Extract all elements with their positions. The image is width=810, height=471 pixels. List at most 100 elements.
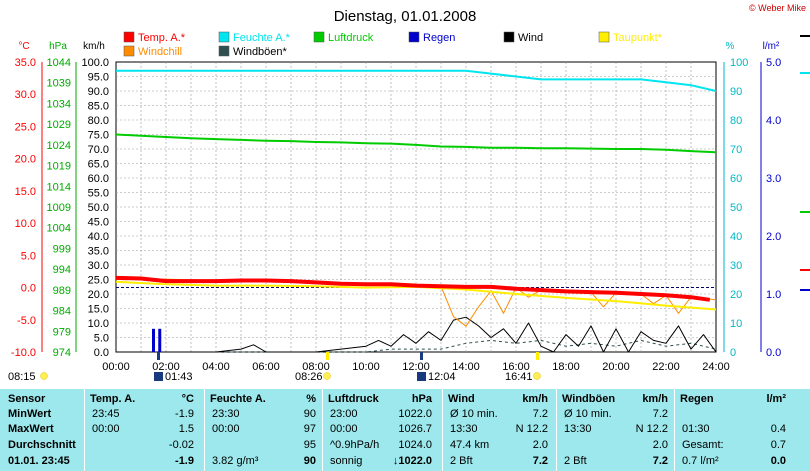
- x-tick-label: 04:00: [202, 361, 230, 373]
- windboeen-value: 7.2: [652, 408, 668, 420]
- luftdruck-column: [322, 389, 439, 471]
- hpa-tick-label: 999: [53, 243, 71, 255]
- temp-value: -1.9: [175, 408, 194, 420]
- legend-label: Windchill: [138, 46, 182, 58]
- feuchte-value: 90: [303, 408, 316, 420]
- temp-value: -1.9: [175, 455, 194, 467]
- event-tick-mark: [157, 352, 160, 360]
- hpa-tick-label: 984: [53, 306, 71, 318]
- kmh-tick-label: 55.0: [88, 188, 109, 200]
- kmh-tick-label: 50.0: [88, 202, 109, 214]
- hpa-axis-unit: hPa: [49, 41, 67, 52]
- windboeen-value: 7.2: [652, 455, 668, 467]
- luftdruck-value: 1022.0: [398, 408, 432, 420]
- kmh-tick-label: 45.0: [88, 217, 109, 229]
- legend-swatch: [408, 31, 420, 43]
- sun-event-time: 16:41: [505, 371, 533, 383]
- legend-swatch: [123, 31, 135, 43]
- temp-value: 1.5: [178, 423, 194, 435]
- x-tick-label: 12:00: [402, 361, 430, 373]
- hpa-tick-label: 1034: [47, 98, 71, 110]
- hpa-tick-label: 1019: [47, 161, 71, 173]
- wind-value: 2.0: [532, 439, 548, 451]
- pct-tick-label: 80: [730, 115, 742, 127]
- windboeen-header: Windböen: [562, 393, 616, 405]
- legend-swatch: [123, 45, 135, 57]
- legend-label: Regen: [423, 32, 455, 44]
- rain-tick-label: 4.0: [766, 115, 781, 127]
- sun-event-time: 08:15: [8, 371, 36, 383]
- kmh-tick-label: 20.0: [88, 289, 109, 301]
- kmh-tick-label: 0.0: [94, 347, 109, 359]
- chart-series: [115, 69, 717, 353]
- kmh-tick-label: 35.0: [88, 246, 109, 258]
- temp-unit: °C: [181, 393, 194, 405]
- hpa-tick-label: 1029: [47, 119, 71, 131]
- pct-tick-label: 10: [730, 318, 742, 330]
- kmh-tick-label: 25.0: [88, 275, 109, 287]
- temp-tick-label: 10.0: [15, 218, 36, 230]
- temp-axis-unit: °C: [18, 41, 29, 52]
- rain-tick-label: 2.0: [766, 231, 781, 243]
- x-tick-label: 18:00: [552, 361, 580, 373]
- kmh-tick-label: 40.0: [88, 231, 109, 243]
- sensor-row-label: Durchschnitt: [8, 439, 76, 451]
- chart-title: Dienstag, 01.01.2008: [334, 8, 477, 25]
- x-tick-label: 14:00: [452, 361, 480, 373]
- kmh-tick-label: 85.0: [88, 101, 109, 113]
- temp-value: -0.02: [168, 439, 194, 451]
- rain-tick-label: 3.0: [766, 173, 781, 185]
- x-tick-label: 24:00: [702, 361, 730, 373]
- legend-label: Luftdruck: [328, 32, 374, 44]
- legend-swatch: [598, 31, 610, 43]
- summary-table: Sensor MinWert MaxWert Durchschnitt 01.01. 2…: [0, 389, 810, 471]
- feuchte-value: 90: [303, 455, 316, 467]
- regen-time: 01:30: [682, 423, 710, 435]
- luftdruck-time: 23:00: [330, 408, 358, 420]
- legend-swatch: [313, 31, 325, 43]
- hpa-tick-label: 1044: [47, 57, 71, 69]
- pct-tick-label: 0: [730, 347, 736, 359]
- x-tick-label: 06:00: [252, 361, 280, 373]
- moon-event-time: 01:43: [165, 371, 193, 383]
- moon-icon: [154, 372, 163, 381]
- luftdruck-value: 1026.7: [398, 423, 432, 435]
- regen-header: Regen: [680, 393, 714, 405]
- feuchte-a-series-line: [116, 69, 717, 92]
- kmh-tick-label: 10.0: [88, 318, 109, 330]
- wind-value: 7.2: [532, 408, 548, 420]
- luftdruck-time: sonnig: [330, 455, 363, 467]
- hpa-tick-label: 1009: [47, 202, 71, 214]
- kmh-tick-label: 70.0: [88, 144, 109, 156]
- x-tick-label: 00:00: [102, 361, 130, 373]
- hpa-tick-label: 1014: [47, 181, 71, 193]
- windboeen-time: 13:30: [564, 423, 592, 435]
- kmh-tick-label: 60.0: [88, 173, 109, 185]
- regen-time: Gesamt:: [682, 439, 724, 451]
- wind-header: Wind: [448, 393, 475, 405]
- pct-tick-label: 60: [730, 173, 742, 185]
- kmh-axis-unit: km/h: [83, 41, 105, 52]
- x-tick-label: 08:00: [302, 361, 330, 373]
- wind-unit: km/h: [522, 393, 548, 405]
- feuchte-time: 00:00: [212, 423, 240, 435]
- chart-legend: Temp. A.* Feuchte A.* Luftdruck Regen Wind Ta…: [123, 31, 663, 58]
- windb-en-series-line: [116, 339, 717, 353]
- hpa-tick-label: 1004: [47, 223, 71, 235]
- windboeen-time: 2 Bft: [564, 455, 587, 467]
- regen-value: 0.0: [770, 455, 786, 467]
- windboeen-column: [556, 389, 675, 471]
- legend-label: Feuchte A.*: [233, 32, 291, 44]
- temp-header: Temp. A.: [90, 393, 136, 405]
- kmh-tick-label: 75.0: [88, 130, 109, 142]
- sun-icon: [40, 372, 48, 380]
- x-tick-label: 22:00: [652, 361, 680, 373]
- temp-tick-label: 0.0: [21, 283, 36, 295]
- weather-chart: Dienstag, 01.01.2008 © Weber Mike Temp. …: [8, 3, 810, 383]
- sensor-row-label: MaxWert: [8, 423, 54, 435]
- pct-tick-label: 100: [730, 57, 748, 69]
- x-tick-label: 20:00: [602, 361, 630, 373]
- kmh-tick-label: 65.0: [88, 159, 109, 171]
- pct-tick-label: 70: [730, 144, 742, 156]
- temp-column: [84, 389, 201, 471]
